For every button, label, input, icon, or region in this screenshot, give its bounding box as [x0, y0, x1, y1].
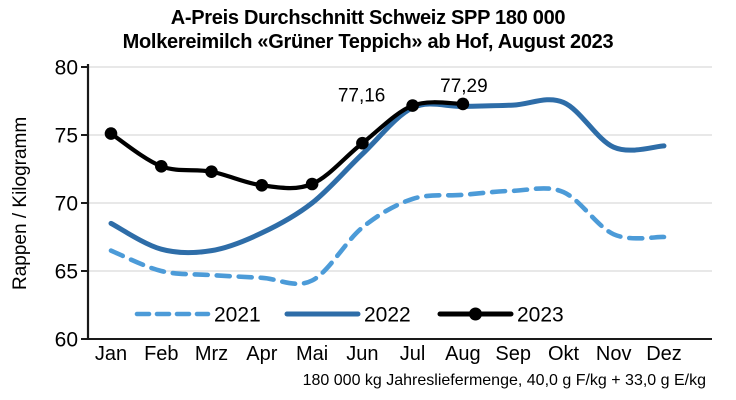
legend-label: 2023 [517, 304, 564, 327]
legend-item-2023: 2023 [437, 304, 564, 327]
x-tick-label: Mrz [195, 343, 228, 365]
y-tick-label: 60 [55, 329, 78, 352]
series-2023-marker [104, 127, 118, 140]
series-2022-line [108, 97, 667, 256]
x-tick-label: Okt [548, 343, 580, 365]
footnote: 180 000 kg Jahresliefermenge, 40,0 g F/k… [302, 372, 706, 389]
series-2021-line [108, 186, 667, 287]
y-tick-label: 80 [55, 57, 78, 80]
x-tick-label: Nov [596, 343, 632, 365]
data-label: 77,16 [338, 86, 386, 107]
series-2023-line [108, 100, 465, 191]
chart-title: A-Preis Durchschnitt Schweiz SPP 180 000… [0, 6, 736, 54]
x-tick-label: Apr [246, 343, 277, 365]
x-tick-label: Jul [400, 343, 426, 365]
y-tick-label: 75 [55, 125, 78, 148]
series-2023-marker [255, 179, 269, 192]
x-tick-label: Aug [445, 343, 481, 365]
chart-title-line-2: Molkereimilch «Grüner Teppich» ab Hof, A… [122, 31, 614, 53]
y-tick-label: 70 [55, 193, 78, 216]
x-tick-label: Jan [95, 343, 127, 365]
series-2023-marker [305, 177, 319, 191]
legend-label: 2022 [364, 304, 411, 327]
chart-title-line-1: A-Preis Durchschnitt Schweiz SPP 180 000 [170, 7, 566, 29]
series-2023-marker [155, 160, 168, 173]
x-tick-label: Jun [346, 343, 378, 365]
legend-item-2022: 2022 [284, 304, 411, 327]
legend-item-2021: 2021 [134, 304, 261, 327]
x-tick-label: Mai [296, 343, 328, 365]
data-label: 77,29 [440, 76, 488, 97]
series-2023-marker [456, 97, 470, 111]
y-tick-label: 65 [55, 261, 78, 284]
legend-swatch-marker [469, 307, 482, 321]
x-tick-label: Sep [495, 343, 531, 365]
x-tick-label: Dez [646, 343, 682, 365]
series-2023-marker [205, 165, 218, 178]
x-tick-label: Feb [144, 343, 178, 365]
series-2023-marker [406, 99, 419, 112]
legend-label: 2021 [214, 304, 261, 327]
series-2023-marker [356, 136, 369, 150]
